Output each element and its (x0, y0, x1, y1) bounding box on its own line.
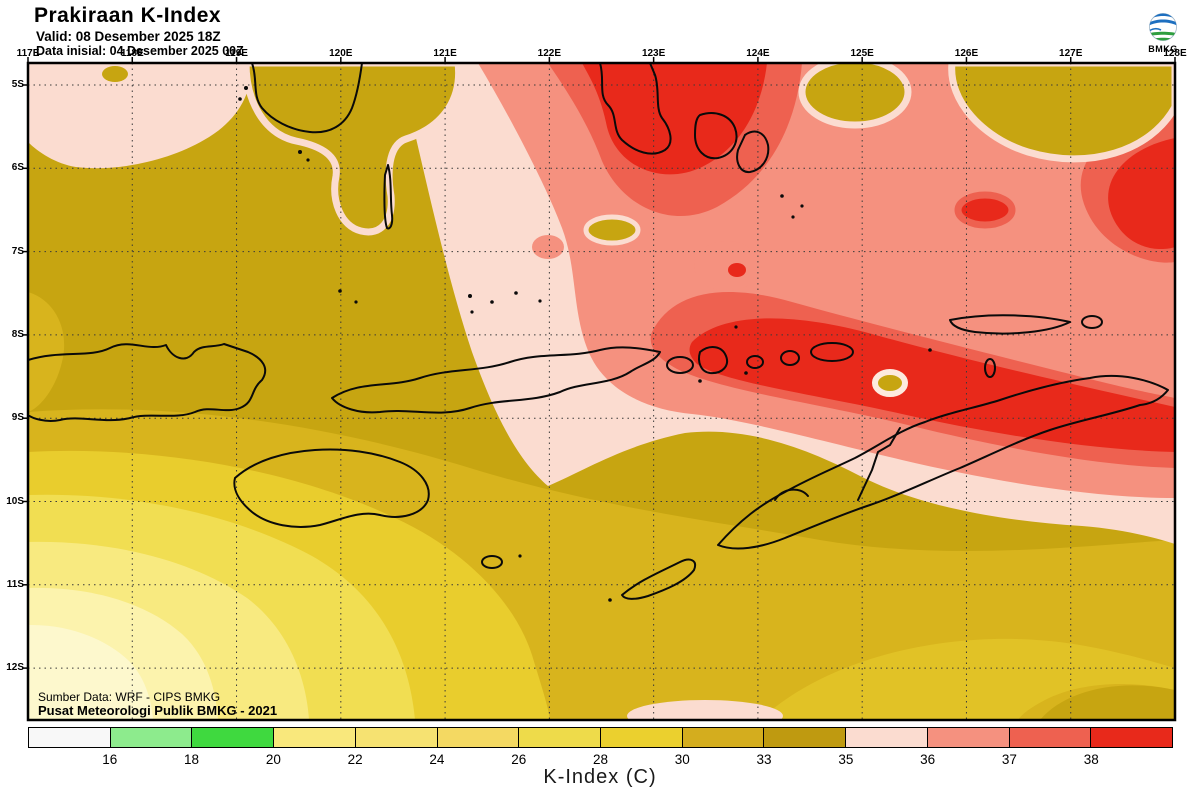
map-frame (26, 61, 1177, 722)
colorbar-tick-label: 30 (674, 752, 690, 767)
lon-tick-label: 127E (1059, 48, 1083, 59)
colorbar-cell (192, 728, 275, 747)
colorbar-cell (110, 728, 193, 747)
colorbar-tick-label: 22 (347, 752, 363, 767)
lon-tick-label: 119E (225, 48, 248, 59)
colorbar-tick-label: 26 (511, 752, 527, 767)
page-title: Prakiraan K-Index (34, 4, 222, 27)
credit-line-2: Pusat Meteorologi Publik BMKG - 2021 (38, 703, 278, 718)
colorbar-tick-label: 16 (102, 752, 118, 767)
colorbar-cell (927, 728, 1010, 747)
lon-tick-label: 121E (433, 48, 457, 59)
colorbar-tick-label: 28 (592, 752, 609, 767)
coastline-paths (28, 63, 1169, 600)
init-datetime: Data inisial: 04 Desember 2025 00Z (36, 44, 244, 58)
lat-tick-label: 6S (11, 162, 24, 174)
lat-tick-label: 5S (11, 79, 24, 90)
lon-tick-label: 122E (537, 48, 562, 59)
lat-tick-label: 9S (11, 412, 24, 424)
colorbar-cell (519, 728, 602, 747)
small-island-dots (238, 86, 932, 602)
colorbar-tick-label: 18 (184, 752, 200, 767)
lon-tick-label: 123E (641, 48, 666, 59)
colorbar-cell (601, 728, 683, 747)
colorbar-cell (682, 728, 765, 747)
colorbar-cell (437, 728, 520, 747)
colorbar-cell (1009, 728, 1092, 747)
lon-tick-label: 126E (954, 48, 979, 59)
colorbar-tick-label: 38 (1083, 752, 1099, 767)
colorbar-cell (846, 728, 928, 747)
colorbar-tick-label: 33 (756, 752, 772, 767)
colorbar-title: K-Index (C) (543, 766, 657, 788)
lon-tick-label: 125E (850, 48, 874, 59)
lon-tick-label: 118E (120, 48, 144, 59)
lat-tick-label: 8S (11, 328, 24, 340)
credit-line-1: Sumber Data: WRF - CIPS BMKG (38, 690, 221, 704)
colorbar-tick-label: 37 (1001, 752, 1017, 767)
colorbar-tick-label: 24 (429, 752, 445, 767)
bmkg-logo-label: BMKG (1148, 44, 1178, 54)
bmkg-logo-icon (1149, 13, 1177, 41)
contour-field (28, 63, 1175, 720)
lat-tick-label: 12S (6, 662, 24, 674)
colorbar-cell (29, 728, 111, 747)
colorbar-tick-label: 35 (838, 752, 854, 767)
valid-datetime: Valid: 08 Desember 2025 18Z (36, 29, 221, 44)
lon-tick-label: 124E (746, 48, 770, 59)
lon-tick-label: 128E (1163, 48, 1187, 59)
colorbar-cell (355, 728, 438, 747)
colorbar-cell (274, 728, 356, 747)
lon-tick-label: 117E (16, 48, 40, 59)
lon-tick-label: 120E (329, 48, 353, 59)
colorbar-tick-label: 20 (265, 752, 281, 767)
colorbar-cell (1091, 728, 1173, 747)
kindex-colorbar (28, 727, 1173, 748)
colorbar-tick-label: 36 (920, 752, 936, 767)
lat-tick-label: 10S (6, 495, 24, 507)
lat-tick-label: 7S (11, 245, 24, 257)
lat-tick-label: 11S (6, 578, 24, 590)
colorbar-cell (764, 728, 847, 747)
